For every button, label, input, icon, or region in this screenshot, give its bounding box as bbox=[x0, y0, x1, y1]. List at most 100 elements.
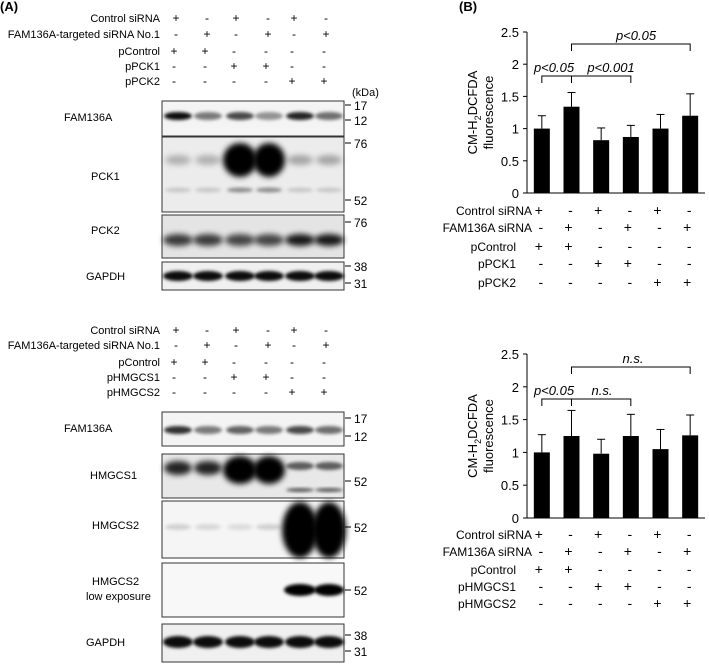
bar bbox=[593, 453, 610, 518]
protein-band bbox=[163, 636, 193, 648]
protein-band bbox=[286, 462, 314, 470]
condition-sign: + bbox=[653, 274, 661, 290]
kda-marker-label: 52 bbox=[354, 475, 368, 489]
condition-label: pControl bbox=[118, 46, 160, 58]
condition-sign: - bbox=[172, 370, 176, 384]
significance-bracket bbox=[541, 398, 572, 406]
condition-sign: - bbox=[627, 526, 632, 542]
condition-sign: + bbox=[320, 74, 327, 88]
condition-sign: - bbox=[322, 355, 326, 369]
protein-band bbox=[315, 112, 343, 120]
condition-sign: - bbox=[203, 59, 207, 73]
condition-sign: - bbox=[232, 355, 236, 369]
bar bbox=[682, 115, 699, 193]
blot-label: HMGCS2 bbox=[92, 576, 139, 588]
significance-bracket bbox=[571, 398, 632, 406]
condition-sign: - bbox=[264, 44, 268, 58]
protein-band bbox=[314, 234, 344, 246]
blot-label: low exposure bbox=[86, 591, 151, 603]
condition-sign: - bbox=[568, 595, 573, 611]
condition-sign: - bbox=[687, 202, 692, 218]
condition-sign: - bbox=[324, 11, 328, 25]
kda-marker-label: 12 bbox=[354, 430, 368, 444]
blot-image bbox=[161, 562, 345, 618]
protein-band bbox=[254, 636, 284, 648]
condition-sign: + bbox=[288, 385, 295, 399]
condition-label: pPCK2 bbox=[478, 276, 516, 290]
y-tick-label: 0.5 bbox=[501, 154, 519, 169]
protein-band bbox=[193, 234, 223, 246]
condition-sign: - bbox=[598, 219, 603, 235]
protein-band bbox=[287, 155, 313, 165]
condition-sign: - bbox=[538, 595, 543, 611]
condition-sign: + bbox=[535, 238, 543, 254]
y-tick-label: 2 bbox=[512, 57, 519, 72]
protein-band bbox=[286, 488, 314, 492]
bar bbox=[682, 435, 699, 518]
protein-band bbox=[194, 112, 222, 120]
condition-sign: - bbox=[203, 370, 207, 384]
condition-sign: - bbox=[290, 370, 294, 384]
blot-label: GAPDH bbox=[86, 271, 125, 283]
protein-band bbox=[195, 155, 221, 165]
condition-sign: - bbox=[568, 255, 573, 271]
condition-sign: - bbox=[172, 74, 176, 88]
protein-band bbox=[256, 524, 282, 530]
blot-label: HMGCS2 bbox=[92, 520, 139, 532]
condition-sign: - bbox=[687, 526, 692, 542]
condition-sign: + bbox=[535, 561, 543, 577]
protein-band bbox=[165, 155, 191, 165]
condition-sign: - bbox=[290, 59, 294, 73]
y-axis-label-part: CM-H bbox=[465, 444, 480, 478]
y-tick-label: 0 bbox=[512, 186, 519, 201]
condition-sign: + bbox=[564, 219, 572, 235]
condition-sign: + bbox=[322, 27, 329, 41]
condition-sign: + bbox=[535, 202, 543, 218]
condition-sign: + bbox=[203, 27, 210, 41]
condition-sign: + bbox=[594, 526, 602, 542]
condition-label: pHMGCS1 bbox=[458, 580, 516, 594]
protein-band bbox=[195, 187, 221, 193]
kda-marker-label: 31 bbox=[354, 645, 368, 659]
condition-sign: - bbox=[687, 255, 692, 271]
protein-band bbox=[286, 112, 314, 120]
condition-sign: - bbox=[292, 338, 296, 352]
protein-band bbox=[285, 234, 315, 246]
condition-sign: + bbox=[262, 59, 269, 73]
blot-image bbox=[161, 453, 345, 499]
protein-band bbox=[226, 112, 254, 120]
condition-sign: - bbox=[264, 74, 268, 88]
condition-sign: - bbox=[234, 27, 238, 41]
western-blot-block-pck: Control siRNA + - + - + -FAM136A-targeted siRN… bbox=[8, 11, 379, 291]
condition-sign: - bbox=[292, 27, 296, 41]
condition-sign: - bbox=[598, 595, 603, 611]
protein-band bbox=[316, 155, 342, 165]
condition-sign: - bbox=[264, 385, 268, 399]
condition-sign: - bbox=[657, 219, 662, 235]
y-axis-label: CM-H2DCFDA bbox=[465, 70, 483, 154]
bar bbox=[533, 128, 550, 193]
condition-sign: + bbox=[535, 526, 543, 542]
condition-sign: + bbox=[320, 385, 327, 399]
protein-band bbox=[255, 112, 283, 120]
condition-sign: - bbox=[657, 543, 662, 559]
protein-band bbox=[285, 636, 315, 648]
protein-band bbox=[194, 461, 222, 475]
kda-unit-label: (kDa) bbox=[352, 87, 379, 99]
protein-band bbox=[223, 456, 257, 484]
blot-image bbox=[161, 100, 345, 137]
condition-sign: + bbox=[203, 338, 210, 352]
protein-band bbox=[255, 426, 283, 434]
condition-sign: + bbox=[683, 274, 691, 290]
protein-band bbox=[193, 271, 223, 281]
y-axis-label: CM-H2DCFDA bbox=[465, 394, 483, 478]
bar bbox=[622, 436, 639, 518]
condition-label: Control siRNA bbox=[90, 13, 160, 25]
y-tick-label: 0.5 bbox=[501, 478, 519, 493]
condition-sign: + bbox=[624, 578, 632, 594]
condition-label: pHMGCS1 bbox=[107, 372, 160, 384]
condition-sign: + bbox=[201, 355, 208, 369]
kda-marker-label: 31 bbox=[354, 277, 368, 291]
protein-band bbox=[163, 271, 193, 281]
condition-sign: + bbox=[172, 11, 179, 25]
